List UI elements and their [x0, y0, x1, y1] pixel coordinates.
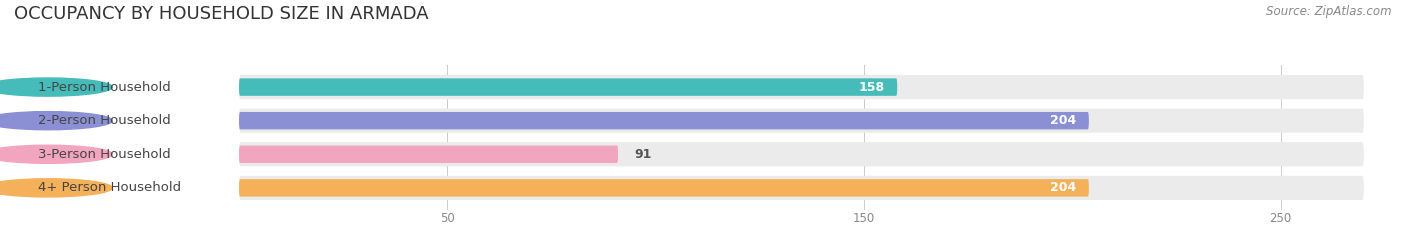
Text: 4+ Person Household: 4+ Person Household [38, 181, 181, 194]
FancyBboxPatch shape [239, 75, 1364, 99]
Text: 158: 158 [859, 81, 884, 94]
FancyBboxPatch shape [239, 176, 1364, 200]
Text: 204: 204 [1050, 114, 1077, 127]
Text: 1-Person Household: 1-Person Household [38, 81, 172, 94]
FancyBboxPatch shape [4, 142, 235, 166]
Circle shape [0, 179, 112, 197]
Circle shape [0, 112, 112, 130]
FancyBboxPatch shape [239, 112, 1088, 129]
FancyBboxPatch shape [239, 142, 1364, 166]
Text: 3-Person Household: 3-Person Household [38, 148, 172, 161]
Text: 91: 91 [634, 148, 652, 161]
FancyBboxPatch shape [239, 179, 1088, 197]
FancyBboxPatch shape [4, 176, 235, 200]
Circle shape [0, 145, 112, 163]
Text: OCCUPANCY BY HOUSEHOLD SIZE IN ARMADA: OCCUPANCY BY HOUSEHOLD SIZE IN ARMADA [14, 5, 429, 23]
FancyBboxPatch shape [239, 146, 619, 163]
FancyBboxPatch shape [4, 75, 235, 99]
FancyBboxPatch shape [239, 109, 1364, 133]
FancyBboxPatch shape [239, 78, 897, 96]
Text: 204: 204 [1050, 181, 1077, 194]
Text: 2-Person Household: 2-Person Household [38, 114, 172, 127]
Circle shape [0, 78, 112, 96]
Text: Source: ZipAtlas.com: Source: ZipAtlas.com [1267, 5, 1392, 18]
FancyBboxPatch shape [4, 109, 235, 133]
